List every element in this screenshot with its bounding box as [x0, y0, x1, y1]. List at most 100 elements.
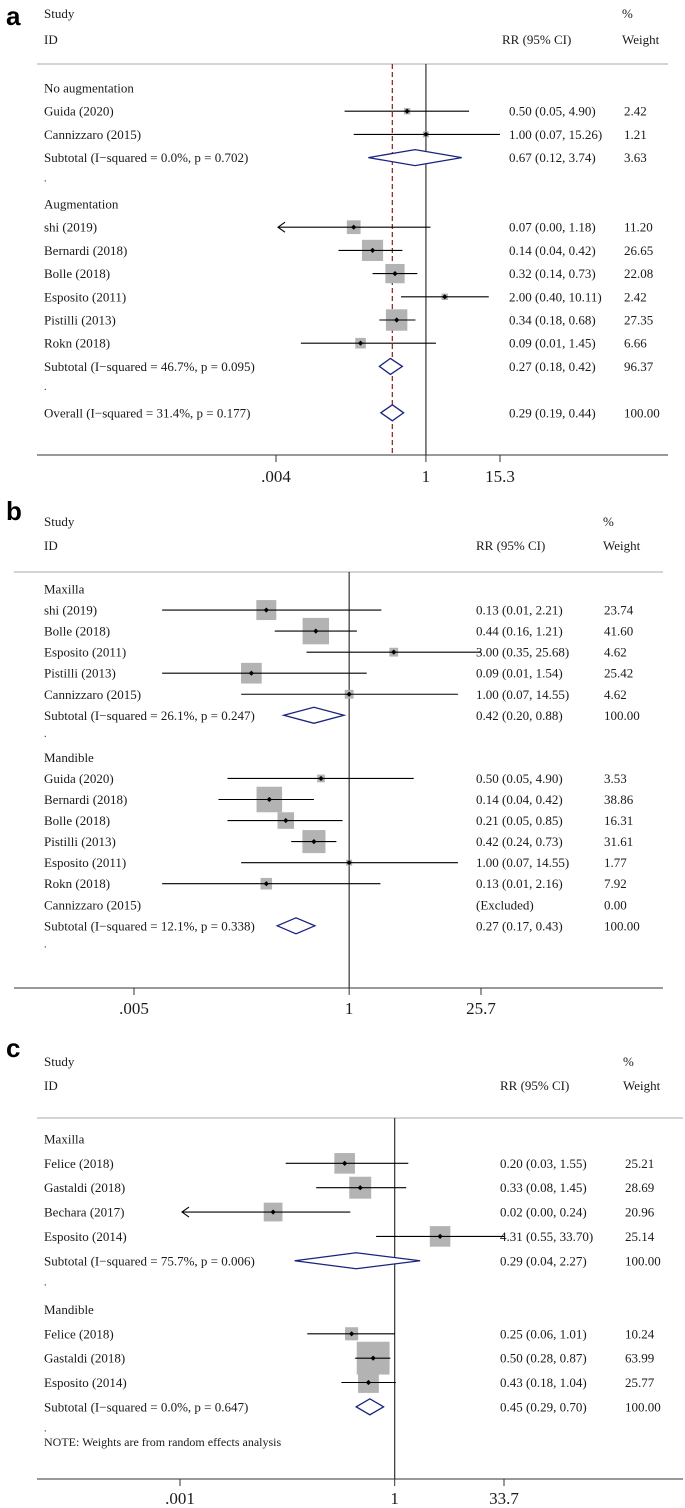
- study-label: Pistilli (2013): [44, 666, 116, 681]
- study-label: Rokn (2018): [44, 336, 110, 351]
- header-weight: Weight: [622, 32, 660, 47]
- study-label: Pistilli (2013): [44, 834, 116, 849]
- rr-value: 0.09 (0.01, 1.54): [476, 666, 563, 681]
- rr-value: 0.09 (0.01, 1.45): [509, 336, 596, 351]
- row-study: Guida (2020) 0.50 (0.05, 4.90) 3.53: [44, 771, 627, 786]
- rr-value: 0.50 (0.05, 4.90): [509, 104, 596, 119]
- row-study: Cannizzaro (2015) 1.00 (0.07, 15.26) 1.21: [44, 127, 647, 142]
- row-study: Cannizzaro (2015) 1.00 (0.07, 14.55) 4.62: [44, 687, 627, 702]
- row-study: Bolle (2018) 0.44 (0.16, 1.21) 41.60: [44, 617, 633, 645]
- point-estimate: [248, 670, 254, 676]
- subtotal-label: Subtotal (I−squared = 12.1%, p = 0.338): [44, 918, 255, 933]
- study-label: Bolle (2018): [44, 624, 110, 639]
- weight-value: 0.00: [604, 897, 627, 912]
- point-estimate: [351, 224, 357, 230]
- study-label: Bechara (2017): [44, 1205, 125, 1220]
- rr-value: 4.31 (0.55, 33.70): [500, 1229, 593, 1244]
- row-study: Bolle (2018) 0.21 (0.05, 0.85) 16.31: [44, 812, 633, 829]
- spacer-dot: .: [44, 939, 47, 950]
- rr-value: 0.25 (0.06, 1.01): [500, 1326, 587, 1341]
- row-group: Maxilla: [44, 1132, 85, 1147]
- weight-value: 96.37: [624, 359, 654, 374]
- study-label: Felice (2018): [44, 1156, 114, 1171]
- header-study: Study: [44, 1054, 75, 1069]
- point-estimate: [311, 839, 317, 845]
- point-estimate: [266, 796, 272, 803]
- rr-value: 0.27 (0.18, 0.42): [509, 359, 596, 374]
- point-estimate: [391, 649, 397, 655]
- subtotal-diamond: [275, 917, 317, 935]
- weight-value: 28.69: [625, 1180, 654, 1195]
- point-estimate: [394, 317, 400, 323]
- rr-value: 0.20 (0.03, 1.55): [500, 1156, 587, 1171]
- rr-value: 0.14 (0.04, 0.42): [476, 792, 563, 807]
- weight-value: 7.92: [604, 876, 627, 891]
- tick-label: .004: [261, 467, 291, 486]
- header-rr: RR (95% CI): [476, 538, 545, 553]
- spacer-dot: .: [44, 729, 47, 740]
- point-estimate: [346, 860, 352, 866]
- study-label: Bernardi (2018): [44, 792, 127, 807]
- subtotal-label: Subtotal (I−squared = 26.1%, p = 0.247): [44, 708, 255, 723]
- weight-value: 38.86: [604, 792, 634, 807]
- rr-value: 0.44 (0.16, 1.21): [476, 624, 563, 639]
- weight-value: 41.60: [604, 624, 633, 639]
- row-dot: .: [44, 939, 47, 950]
- rr-value: 0.45 (0.29, 0.70): [500, 1399, 587, 1414]
- rr-value: 2.00 (0.40, 10.11): [509, 289, 602, 304]
- subtotal-diamond: [378, 357, 404, 376]
- study-label: shi (2019): [44, 220, 97, 235]
- tick-label: .005: [119, 999, 149, 1018]
- point-estimate: [370, 1355, 376, 1361]
- point-estimate: [404, 108, 410, 114]
- row-study: Pistilli (2013) 0.34 (0.18, 0.68) 27.35: [44, 309, 653, 331]
- tick-label: 25.7: [466, 999, 496, 1018]
- row-study: Rokn (2018) 0.09 (0.01, 1.45) 6.66: [44, 336, 647, 351]
- point-estimate: [313, 628, 319, 634]
- study-label: Esposito (2014): [44, 1229, 127, 1244]
- point-estimate: [392, 271, 398, 277]
- weight-value: 4.62: [604, 645, 627, 660]
- row-subtotal: Subtotal (I−squared = 12.1%, p = 0.338) 0…: [44, 917, 640, 935]
- row-study: Bechara (2017) 0.02 (0.00, 0.24) 20.96: [44, 1202, 655, 1222]
- rr-value: 0.50 (0.28, 0.87): [500, 1351, 587, 1366]
- forest-panel-c: c Study ID RR (95% CI)% Weight Maxilla Felice …: [6, 1033, 683, 1508]
- row-study: Esposito (2011) 2.00 (0.40, 10.11) 2.42: [44, 289, 647, 304]
- header-id: ID: [44, 32, 58, 47]
- row-dot: .: [44, 173, 47, 184]
- tick-label: 15.3: [485, 467, 515, 486]
- row-study: shi (2019) 0.07 (0.00, 1.18) 11.20: [44, 220, 653, 235]
- rr-value: 1.00 (0.07, 14.55): [476, 687, 569, 702]
- group-label: Augmentation: [44, 197, 119, 212]
- tick-label: 1: [390, 1489, 399, 1508]
- study-label: Felice (2018): [44, 1326, 114, 1341]
- row-overall: Overall (I−squared = 31.4%, p = 0.177) 0.…: [44, 404, 660, 422]
- row-study: Felice (2018) 0.25 (0.06, 1.01) 10.24: [44, 1326, 655, 1341]
- rr-value: 0.67 (0.12, 3.74): [509, 150, 596, 165]
- header-study: Study: [44, 6, 75, 21]
- row-dot: .: [44, 1424, 47, 1435]
- study-label: Esposito (2011): [44, 645, 126, 660]
- point-estimate: [369, 247, 376, 253]
- rr-value: 0.33 (0.08, 1.45): [500, 1180, 587, 1195]
- weight-value: 22.08: [624, 266, 653, 281]
- header-rr: RR (95% CI): [502, 32, 571, 47]
- row-subtotal: Subtotal (I−squared = 0.0%, p = 0.647) 0.…: [44, 1398, 661, 1416]
- rr-value: 0.42 (0.24, 0.73): [476, 834, 563, 849]
- row-study: Esposito (2014) 0.43 (0.18, 1.04) 25.77: [44, 1372, 655, 1393]
- weight-value: 3.53: [604, 771, 627, 786]
- row-study: Esposito (2011) 1.00 (0.07, 14.55) 1.77: [44, 855, 627, 870]
- group-label: No augmentation: [44, 81, 134, 96]
- row-study: Gastaldi (2018) 0.33 (0.08, 1.45) 28.69: [44, 1176, 654, 1199]
- row-study: Guida (2020) 0.50 (0.05, 4.90) 2.42: [44, 104, 647, 119]
- weight-value: 25.42: [604, 666, 633, 681]
- header-percent: %: [623, 1054, 634, 1069]
- weight-value: 6.66: [624, 336, 647, 351]
- header-id: ID: [44, 538, 58, 553]
- weight-value: 26.65: [624, 243, 653, 258]
- study-label: Esposito (2011): [44, 289, 126, 304]
- subtotal-label: Subtotal (I−squared = 0.0%, p = 0.702): [44, 150, 248, 165]
- weight-value: 1.21: [624, 127, 647, 142]
- subtotal-label: Subtotal (I−squared = 46.7%, p = 0.095): [44, 359, 255, 374]
